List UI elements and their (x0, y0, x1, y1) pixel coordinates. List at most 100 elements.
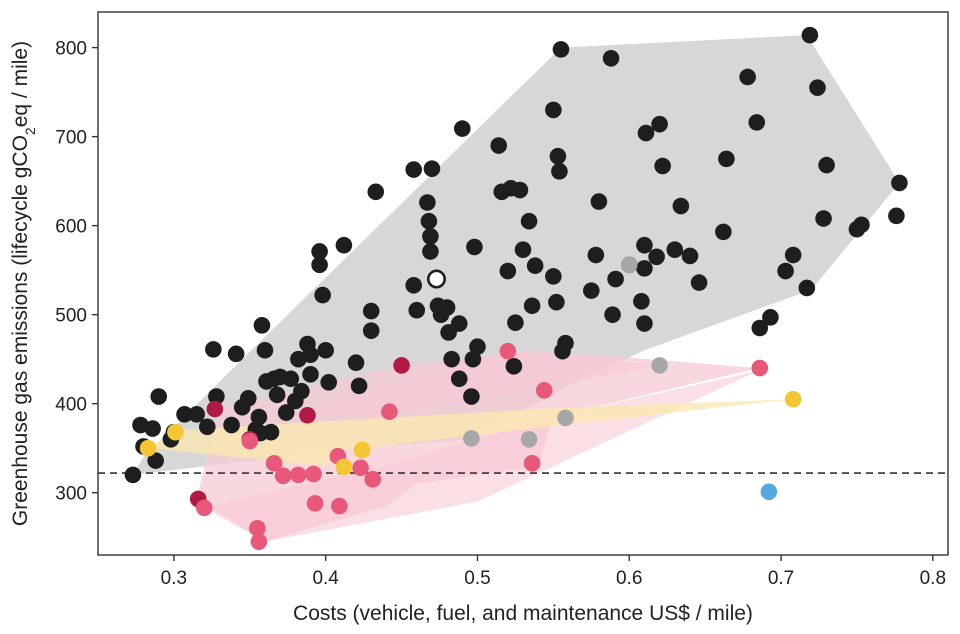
point-black (144, 420, 161, 437)
point-black (463, 388, 480, 405)
point-yellow (784, 390, 802, 408)
point-red (195, 499, 213, 517)
point-black (654, 157, 671, 175)
point-black (422, 243, 439, 260)
point-black (602, 49, 620, 67)
point-red (274, 467, 292, 485)
point-black (464, 350, 482, 368)
y-axis-ticks: 300 400 500 600 700 800 (55, 39, 98, 505)
x-tick-label: 0.7 (768, 568, 794, 589)
point-black (526, 257, 544, 274)
point-yellow (353, 441, 371, 459)
x-axis-ticks: 0.3 0.4 0.5 0.6 0.7 0.8 (161, 555, 946, 589)
point-darkred (299, 406, 316, 424)
point-red (364, 471, 382, 488)
point-black (262, 423, 280, 441)
point-gray (620, 256, 638, 274)
y-tick-label: 500 (55, 306, 87, 327)
point-black (818, 156, 835, 174)
point-black (648, 248, 665, 266)
x-tick-label: 0.5 (464, 568, 490, 589)
y-axis-title-main: Greenhouse gas emissions (lifecycle gCO (9, 135, 32, 526)
point-black (150, 388, 168, 405)
region-pink-upper (310, 350, 660, 418)
point-black (545, 268, 562, 285)
point-black (311, 243, 328, 260)
point-gray (520, 430, 538, 448)
point-black (450, 370, 468, 388)
point-red (535, 382, 553, 399)
point-black (681, 247, 699, 265)
point-black (607, 270, 624, 288)
point-red (241, 432, 259, 450)
point-black (511, 181, 529, 199)
point-black (715, 223, 732, 241)
point-black (227, 345, 245, 363)
point-red (331, 497, 348, 515)
point-darkred (206, 400, 224, 418)
point-red (249, 519, 266, 537)
point-black (499, 262, 517, 280)
point-black (443, 350, 460, 368)
point-black (198, 418, 216, 436)
point-black (690, 274, 708, 291)
y-axis-title-subscript: 2 (22, 127, 38, 135)
point-black (651, 115, 668, 133)
x-tick-label: 0.4 (312, 568, 339, 589)
point-black (469, 338, 486, 356)
point-black (419, 194, 436, 211)
y-tick-label: 800 (55, 39, 87, 60)
point-black (405, 161, 423, 178)
point-black (636, 260, 653, 277)
point-red (751, 359, 769, 377)
y-axis-title: Greenhouse gas emissions (lifecycle gCO2… (9, 41, 38, 526)
point-red (381, 403, 398, 420)
point-black (587, 246, 605, 264)
point-red (250, 533, 268, 550)
point-black (147, 452, 164, 469)
point-black (362, 302, 380, 320)
point-black (748, 114, 766, 131)
point-black (350, 377, 368, 395)
point-black (777, 262, 794, 280)
point-black (188, 406, 205, 423)
x-tick-label: 0.6 (616, 568, 642, 589)
x-tick-label: 0.3 (161, 568, 187, 589)
point-black (514, 241, 532, 258)
point-red (290, 466, 307, 484)
point-black (420, 212, 438, 230)
point-gray (651, 357, 668, 374)
point-black (549, 147, 567, 165)
point-black (784, 246, 802, 264)
point-black (347, 354, 365, 372)
point-yellow (335, 458, 353, 476)
point-black (282, 370, 300, 388)
point-black (809, 79, 826, 96)
point-black (520, 212, 538, 230)
point-highlight-open (426, 269, 446, 289)
point-black (888, 207, 905, 225)
point-gray (463, 430, 480, 447)
point-black (268, 386, 286, 404)
point-black (302, 346, 319, 364)
point-black (317, 341, 334, 359)
point-black (718, 150, 735, 168)
point-black (798, 279, 816, 297)
point-black (801, 26, 819, 44)
point-black (751, 319, 769, 337)
point-black (604, 306, 621, 323)
y-tick-label: 600 (55, 217, 87, 238)
point-black (208, 388, 225, 405)
point-black (672, 197, 690, 215)
point-yellow (167, 423, 184, 441)
point-blue (760, 483, 778, 501)
point-black (450, 315, 468, 332)
point-black (293, 382, 310, 400)
point-black (314, 286, 331, 304)
y-axis-title-tail: eq / mile) (9, 41, 32, 127)
point-black (223, 416, 240, 434)
point-black (505, 357, 523, 375)
point-black (320, 374, 338, 391)
point-black (557, 334, 574, 352)
